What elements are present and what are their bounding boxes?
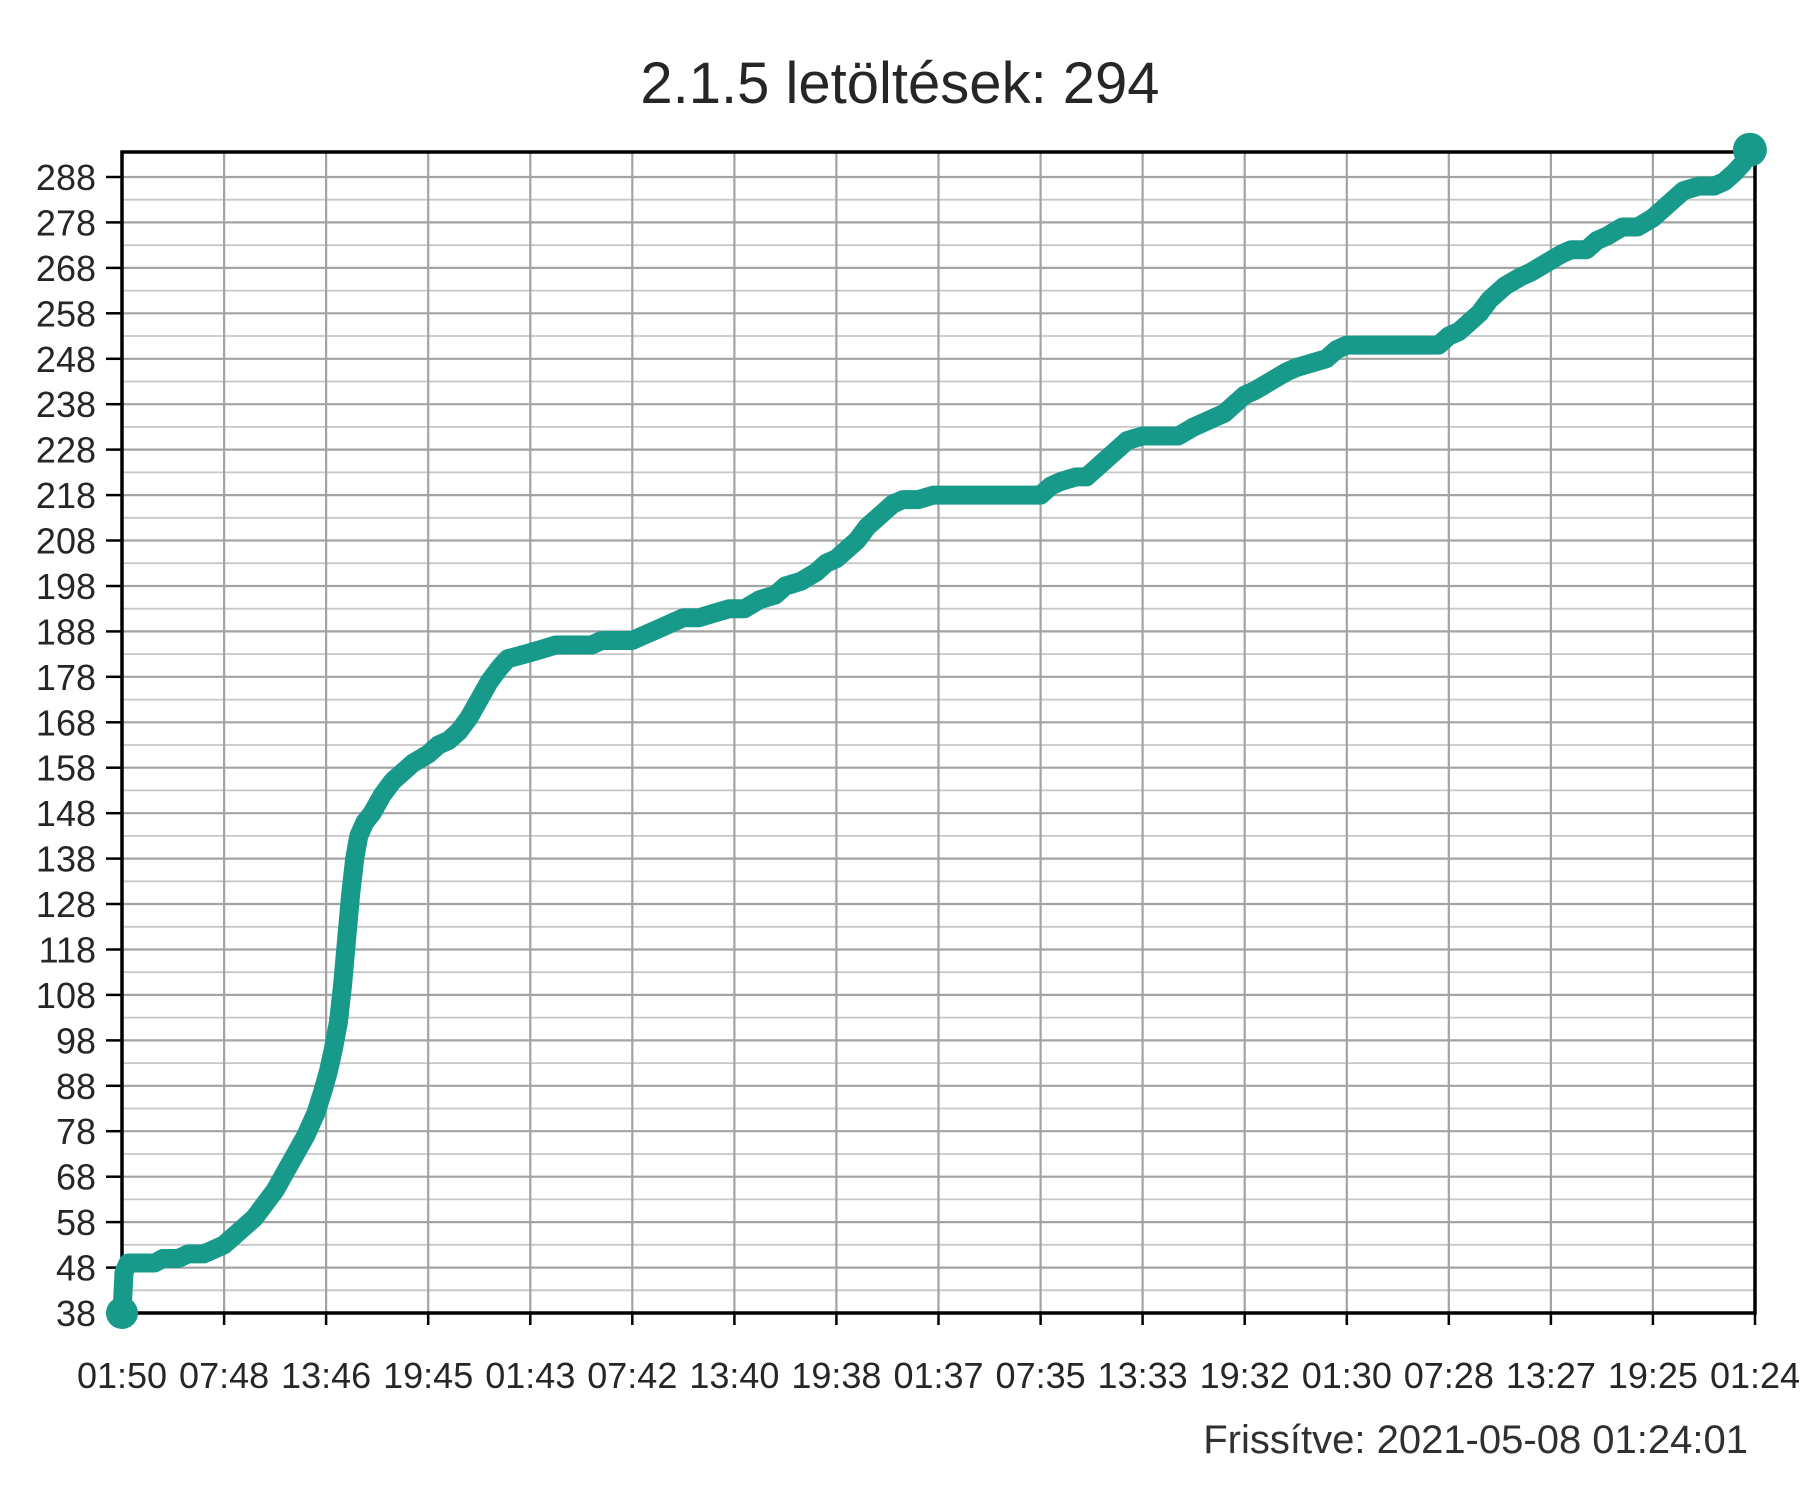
y-axis-tick-label: 238	[36, 384, 96, 425]
x-axis-tick-label: 19:25	[1608, 1355, 1698, 1396]
y-axis-tick-label: 48	[56, 1248, 96, 1289]
x-axis-tick-label: 13:33	[1098, 1355, 1188, 1396]
y-axis-tick-label: 108	[36, 975, 96, 1016]
x-axis-tick-label: 13:40	[689, 1355, 779, 1396]
x-axis-tick-label: 07:35	[996, 1355, 1086, 1396]
x-axis-tick-label: 07:42	[587, 1355, 677, 1396]
y-axis-tick-label: 218	[36, 475, 96, 516]
y-axis-tick-label: 88	[56, 1066, 96, 1107]
y-axis-tick-label: 148	[36, 793, 96, 834]
y-axis-tick-label: 168	[36, 702, 96, 743]
x-axis-tick-label: 07:48	[179, 1355, 269, 1396]
y-axis-tick-label: 248	[36, 339, 96, 380]
chart-title: 2.1.5 letöltések: 294	[640, 51, 1160, 116]
y-axis-tick-label: 258	[36, 293, 96, 334]
x-axis-tick-label: 01:43	[485, 1355, 575, 1396]
y-axis-tick-label: 208	[36, 521, 96, 562]
y-axis-tick-label: 58	[56, 1202, 96, 1243]
updated-timestamp: Frissítve: 2021-05-08 01:24:01	[1203, 1418, 1748, 1462]
x-axis-tick-label: 07:28	[1404, 1355, 1494, 1396]
y-axis-tick-label: 198	[36, 566, 96, 607]
y-axis-tick-label: 118	[39, 930, 96, 971]
y-axis-tick-label: 288	[36, 157, 96, 198]
x-axis-tick-label: 01:37	[893, 1355, 983, 1396]
series-start-marker	[106, 1297, 138, 1329]
y-axis-tick-label: 158	[36, 748, 96, 789]
y-axis-tick-label: 268	[36, 248, 96, 289]
y-axis-tick-label: 38	[56, 1293, 96, 1334]
x-axis-tick-label: 13:27	[1506, 1355, 1596, 1396]
plot-frame	[120, 150, 1757, 1315]
series-end-marker	[1732, 132, 1767, 167]
x-axis-tick-label: 19:32	[1200, 1355, 1290, 1396]
y-axis-tick-label: 98	[56, 1020, 96, 1061]
y-axis-tick-label: 138	[36, 839, 96, 880]
x-axis-tick-label: 19:38	[791, 1355, 881, 1396]
series-line	[112, 140, 1760, 1323]
x-axis-tick-label: 19:45	[383, 1355, 473, 1396]
y-axis-tick-label: 178	[36, 657, 96, 698]
x-axis-tick-label: 01:30	[1302, 1355, 1392, 1396]
x-axis-tick-label: 01:50	[77, 1355, 167, 1396]
y-axis-tick-label: 188	[36, 611, 96, 652]
y-axis-tick-label: 278	[36, 202, 96, 243]
y-axis-tick-label: 128	[36, 884, 96, 925]
y-axis-tick-label: 228	[36, 430, 96, 471]
x-axis-tick-label: 01:24	[1710, 1355, 1800, 1396]
y-axis-tick-label: 78	[56, 1111, 96, 1152]
x-axis-tick-label: 13:46	[281, 1355, 371, 1396]
y-axis-tick-label: 68	[56, 1157, 96, 1198]
